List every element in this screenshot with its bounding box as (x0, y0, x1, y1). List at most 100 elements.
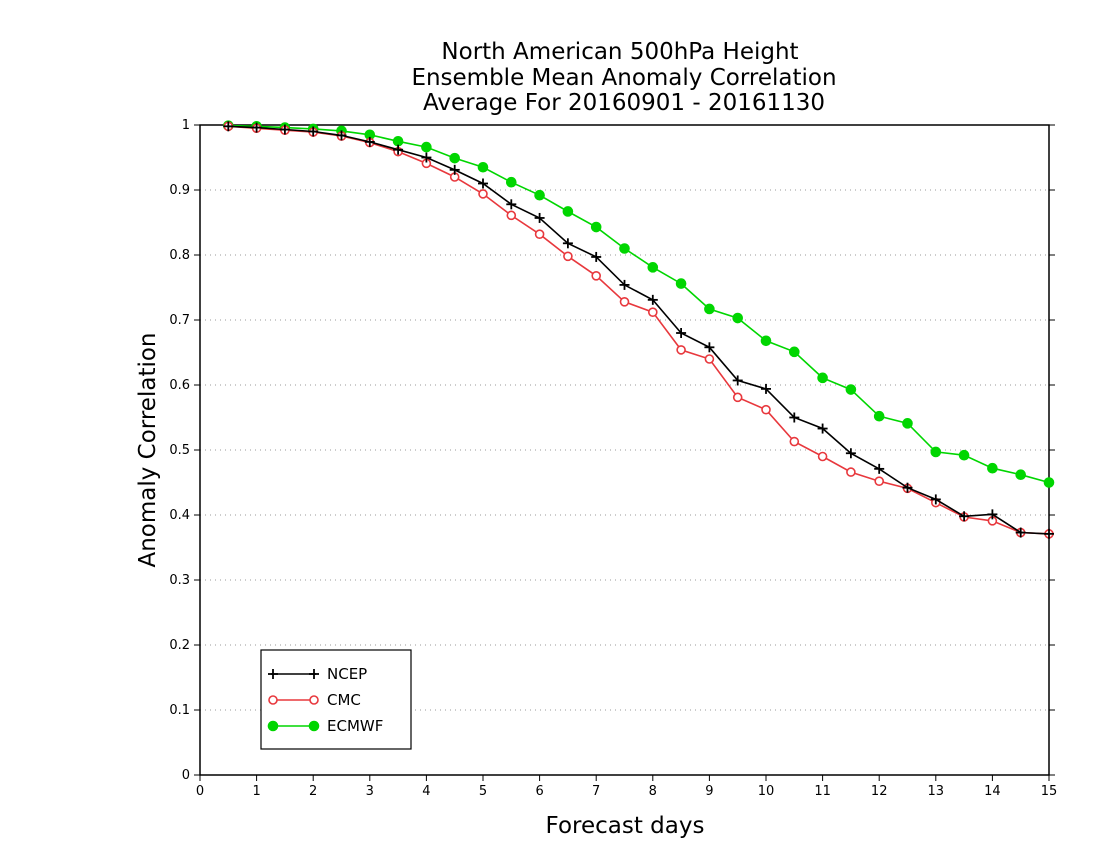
y-tick-label: 1 (182, 118, 190, 133)
data-point-ncep (223, 121, 234, 132)
data-point-ecmwf (675, 278, 687, 289)
data-point-ncep (449, 164, 460, 175)
data-point-ncep (591, 251, 602, 262)
data-point-ecmwf (449, 152, 461, 164)
legend-entry-ecmwf: ECMWF (267, 717, 383, 735)
x-tick-label: 1 (252, 784, 260, 799)
legend-marker-start-ncep (268, 669, 278, 679)
data-point-ecmwf (760, 335, 772, 347)
title-line-1: North American 500hPa Height (441, 39, 798, 65)
data-point-ecmwf (477, 161, 489, 173)
data-point-ecmwf (506, 176, 517, 188)
x-axis-title: Forecast days (546, 813, 705, 839)
x-tick-label: 6 (535, 784, 543, 799)
legend-label-cmc: CMC (327, 691, 361, 709)
x-tick-label: 7 (592, 784, 600, 799)
data-point-ncep (902, 482, 913, 493)
legend-label-ncep: NCEP (327, 665, 367, 683)
chart-title: North American 500hPa Height Ensemble Me… (411, 39, 836, 116)
data-point-ecmwf (1015, 469, 1027, 481)
data-point-cmc (478, 189, 488, 199)
data-point-ncep (619, 279, 630, 290)
data-point-ncep (364, 136, 375, 147)
y-tick-label: 0.8 (169, 248, 190, 263)
y-tick-label: 0 (182, 768, 190, 783)
data-point-ecmwf (958, 449, 970, 461)
y-tick-label: 0.9 (169, 183, 190, 198)
x-tick-label: 5 (479, 784, 487, 799)
legend-entry-cmc: CMC (268, 691, 361, 709)
data-point-cmc (647, 307, 658, 318)
data-point-cmc (732, 392, 743, 403)
legend-marker-end-ecmwf (308, 720, 320, 732)
x-tick-label: 0 (196, 784, 204, 799)
data-point-ncep (308, 126, 319, 137)
y-tick-label: 0.1 (169, 703, 190, 718)
legend-marker-start-cmc (268, 695, 278, 705)
legend-label-ecmwf: ECMWF (327, 717, 383, 735)
data-point-ecmwf (562, 206, 574, 217)
series-line-ncep (228, 125, 1050, 535)
data-point-ecmwf (1043, 477, 1055, 488)
series-ecmwf (223, 120, 1055, 488)
data-point-ncep (251, 122, 262, 133)
data-point-ncep (704, 342, 715, 353)
data-point-ncep (761, 383, 771, 394)
x-tick-label: 14 (984, 784, 1001, 799)
x-tick-label: 11 (814, 784, 831, 799)
data-point-ncep (930, 494, 941, 505)
data-point-cmc (789, 436, 800, 447)
data-point-cmc (563, 251, 573, 262)
data-point-ncep (534, 212, 545, 223)
data-point-cmc (846, 467, 856, 477)
data-point-cmc (619, 296, 630, 307)
data-point-ncep (987, 509, 998, 520)
data-point-ncep (506, 199, 517, 210)
x-tick-label: 9 (705, 784, 713, 799)
y-tick-label: 0.4 (169, 508, 190, 523)
data-point-ecmwf (392, 135, 404, 147)
data-point-cmc (506, 210, 517, 221)
x-tick-label: 13 (928, 784, 945, 799)
data-point-ecmwf (845, 384, 857, 395)
data-point-ncep (393, 144, 404, 155)
x-tick-label: 8 (649, 784, 657, 799)
legend-marker-end-cmc (309, 695, 319, 705)
x-tick-label: 15 (1041, 784, 1058, 799)
x-tick-label: 4 (422, 784, 430, 799)
data-point-ecmwf (704, 303, 715, 315)
data-point-cmc (874, 476, 885, 487)
legend-entry-ncep: NCEP (268, 665, 367, 683)
data-point-cmc (761, 404, 771, 415)
data-point-ecmwf (930, 446, 942, 458)
data-point-ncep (817, 423, 828, 434)
title-line-2: Ensemble Mean Anomaly Correlation (411, 65, 836, 91)
data-point-ecmwf (590, 221, 602, 233)
y-axis-title: Anomaly Correlation (135, 332, 161, 567)
data-point-ecmwf (534, 189, 545, 201)
data-point-ecmwf (647, 262, 659, 273)
axes: 00.10.20.30.40.50.60.70.80.910 1 2 3 4 5 6 7 8 9 1… (169, 118, 1057, 799)
data-point-cmc (704, 354, 715, 364)
data-point-ecmwf (421, 141, 432, 153)
y-tick-label: 0.3 (169, 573, 190, 588)
data-point-ncep (874, 463, 885, 474)
legend-marker-end-ncep (309, 669, 319, 679)
data-point-ecmwf (873, 410, 885, 422)
y-tick-label: 0.5 (169, 443, 190, 458)
data-point-cmc (591, 270, 602, 281)
data-point-cmc (817, 451, 828, 462)
data-point-ecmwf (902, 418, 913, 429)
data-point-ncep (1044, 528, 1054, 539)
data-point-ecmwf (732, 312, 744, 324)
data-point-ncep (647, 294, 658, 305)
y-tick-label: 0.2 (169, 638, 190, 653)
data-point-ncep (732, 375, 743, 386)
data-point-cmc (676, 345, 686, 355)
data-point-ecmwf (789, 346, 800, 358)
data-point-ncep (676, 328, 687, 338)
series-ncep (223, 121, 1054, 539)
data-point-ncep (1015, 527, 1026, 538)
x-tick-label: 10 (758, 784, 775, 799)
